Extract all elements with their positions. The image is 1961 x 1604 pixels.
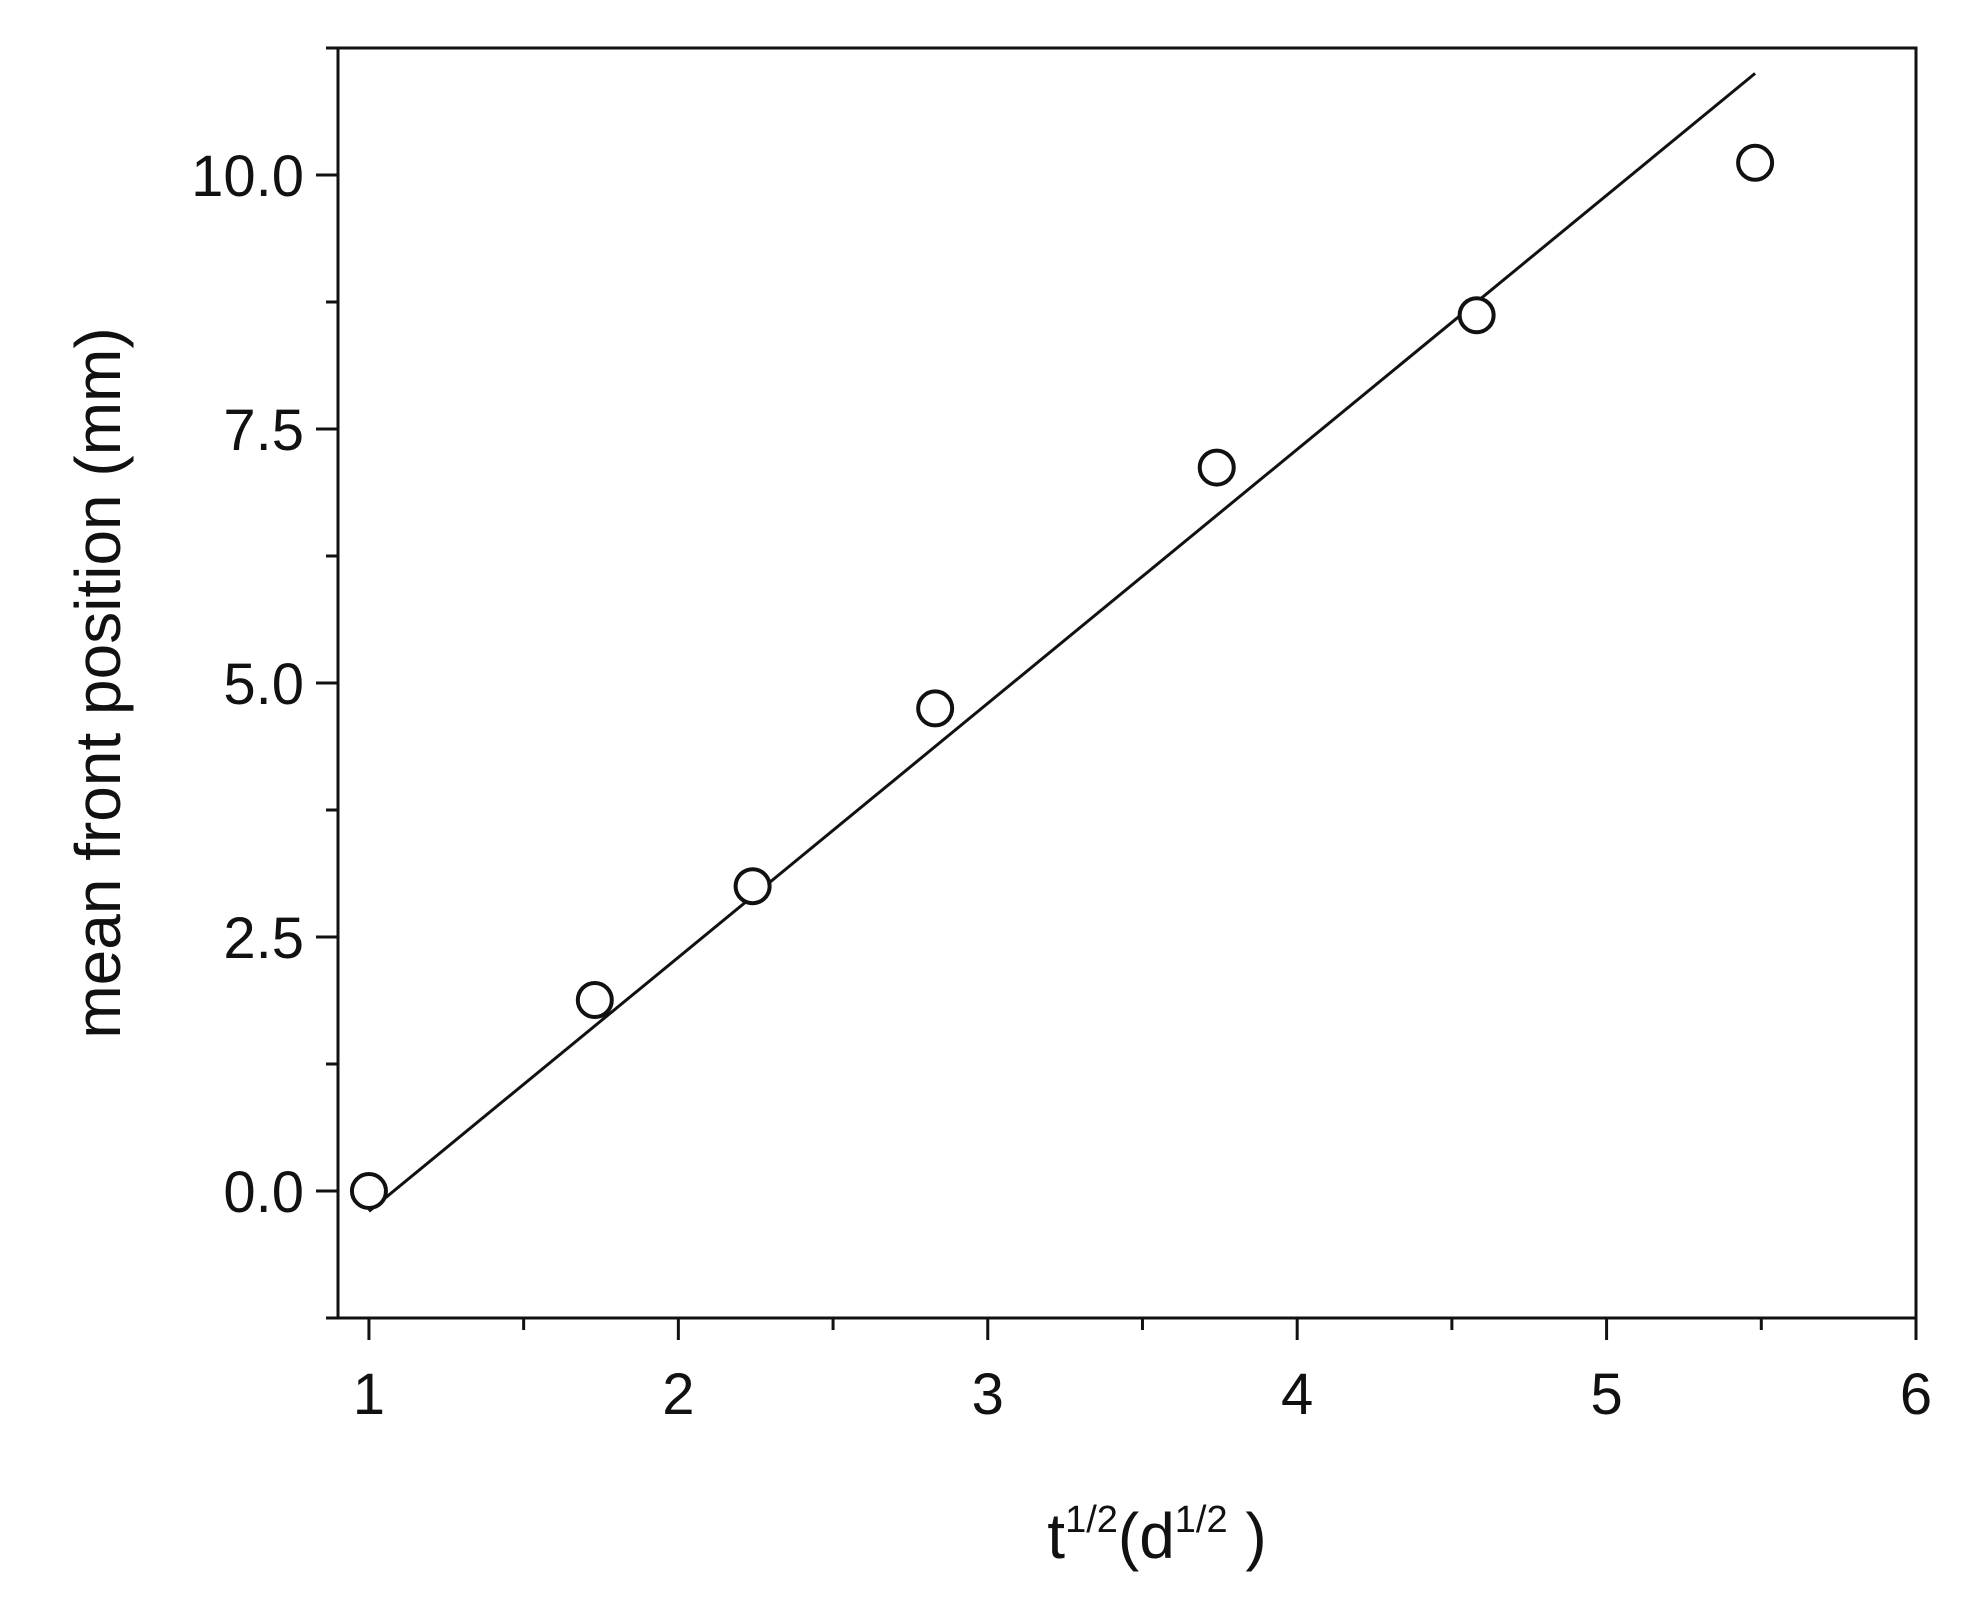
data-point [349, 1172, 388, 1210]
fit-layer [367, 72, 1757, 1213]
data-point [1457, 296, 1496, 335]
x-tick-label: 2 [662, 1362, 694, 1427]
data-point [1736, 143, 1775, 182]
fit-line [367, 72, 1757, 1213]
x-axis-title: t1/2(d1/2 ) [1047, 1499, 1266, 1572]
y-tick-label: 5.0 [223, 652, 304, 717]
x-tick-label: 5 [1590, 1362, 1622, 1427]
x-tick-label: 3 [972, 1362, 1004, 1427]
x-tick-label: 6 [1900, 1362, 1932, 1427]
ticks-layer: 1 2 3 4 5 6 0.0 2.5 5.0 7.5 10.0 [191, 46, 1932, 1427]
y-tick-label: 0.0 [223, 1160, 304, 1225]
x-tick-label: 1 [353, 1362, 385, 1427]
plot-frame [336, 46, 1918, 1320]
data-point [733, 867, 772, 906]
y-axis-title: mean front position (mm) [62, 327, 134, 1038]
y-tick-label: 7.5 [223, 398, 304, 463]
data-point [575, 980, 614, 1019]
points-layer [349, 143, 1775, 1210]
data-point [1197, 448, 1236, 487]
x-tick-label: 4 [1281, 1362, 1313, 1427]
y-tick-label: 2.5 [223, 906, 304, 971]
y-tick-label: 10.0 [191, 144, 304, 209]
data-point [916, 689, 955, 728]
